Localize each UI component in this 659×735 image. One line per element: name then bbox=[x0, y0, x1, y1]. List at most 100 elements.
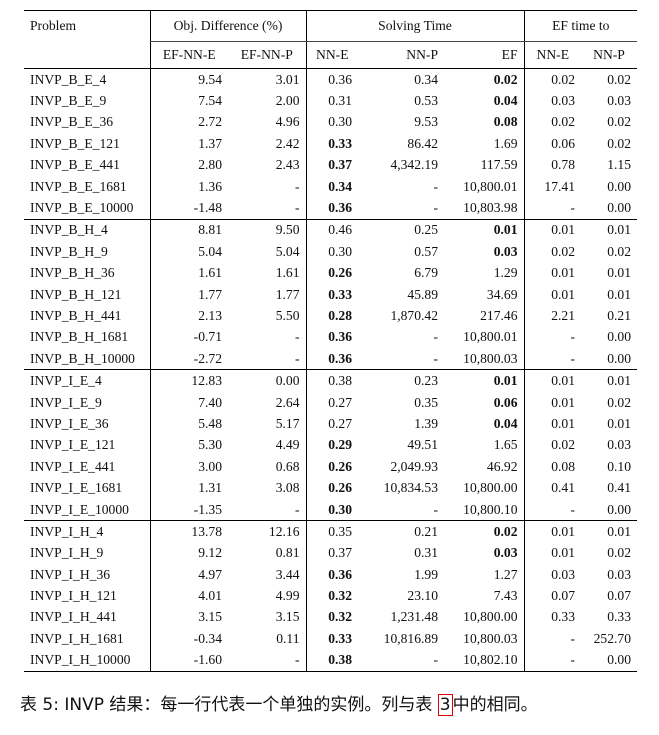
ef-to-nn-e-cell: - bbox=[523, 628, 582, 650]
ef-time-cell: 7.43 bbox=[493, 588, 518, 604]
nn-e-time-cell: 0.26 bbox=[305, 477, 359, 499]
problem-cell: INVP_I_E_9 bbox=[30, 394, 102, 410]
ef-to-nn-p-cell: 0.00 bbox=[607, 350, 632, 366]
header-problem: Problem bbox=[24, 10, 150, 42]
ef-nn-p-cell: 2.64 bbox=[275, 394, 300, 410]
table-row: INVP_I_H_121 4.01 4.99 0.32 23.10 7.43 0.07 0.0… bbox=[24, 585, 637, 607]
table-row: INVP_I_E_441 3.00 0.68 0.26 2,049.93 46.92 0.0… bbox=[24, 456, 637, 478]
best-time-value: 0.06 bbox=[493, 394, 518, 410]
ef-nn-p-cell: 3.01 bbox=[275, 71, 300, 87]
ef-nn-e-cell: 4.01 bbox=[149, 585, 228, 607]
ef-time-cell: 0.06 bbox=[444, 392, 524, 413]
caption-prefix: 表 5: INVP 结果：每一行代表一个单独的实例。列与表 bbox=[20, 695, 438, 715]
problem-cell: INVP_I_E_4 bbox=[24, 369, 150, 392]
ef-nn-e-cell: 3.15 bbox=[149, 606, 228, 629]
table-row: INVP_I_E_10000 -1.35-0.30-10,800.10-0.00 bbox=[24, 498, 637, 521]
nn-p-time-cell: - bbox=[433, 501, 439, 517]
ef-to-nn-e-cell: 0.02 bbox=[523, 241, 582, 263]
best-time-value: 0.26 bbox=[328, 458, 353, 474]
ef-to-nn-e-cell: 0.03 bbox=[523, 90, 582, 112]
problem-cell: INVP_B_H_1681 bbox=[30, 329, 129, 345]
ef-nn-p-cell: 0.81 bbox=[275, 545, 300, 561]
ef-to-nn-e-cell: 0.02 bbox=[523, 68, 582, 91]
ef-to-nn-e-cell: 2.21 bbox=[523, 305, 582, 327]
ef-time-cell: 0.08 bbox=[444, 112, 524, 133]
table-row: INVP_B_H_4 8.81 9.50 0.46 0.25 0.01 0.01 0.01 bbox=[24, 218, 638, 242]
ef-to-nn-p-cell: 0.00 bbox=[581, 649, 638, 672]
ef-time-cell: 10,800.03 bbox=[463, 630, 518, 646]
nn-e-time-cell: 0.29 bbox=[305, 434, 359, 457]
ef-nn-p-cell: 3.44 bbox=[275, 566, 300, 582]
caption-table-ref-link[interactable]: 3 bbox=[437, 694, 453, 716]
table-row: INVP_B_H_1681 -0.71-0.36-10,800.01-0.00 bbox=[24, 326, 637, 349]
nn-e-time-cell: 0.36 bbox=[305, 68, 359, 91]
table-row: INVP_I_H_36 4.97 3.44 0.36 1.99 1.27 0.03 0.03 bbox=[24, 563, 637, 586]
table-row: INVP_I_H_9 9.12 0.81 0.37 0.31 0.03 0.01 0.02 bbox=[24, 542, 637, 564]
ef-time-cell: 0.01 bbox=[444, 218, 525, 242]
table-row: INVP_B_E_121 1.37 2.42 0.33 86.42 1.69 0.06 0.0… bbox=[24, 133, 637, 155]
table-row: INVP_B_E_441 2.80 2.43 0.37 4,342.19 117.59 0.… bbox=[24, 154, 637, 176]
ef-nn-e-cell: 1.31 bbox=[149, 477, 228, 499]
problem-cell: INVP_I_E_36 bbox=[30, 415, 109, 431]
ef-time-cell: 1.29 bbox=[493, 265, 518, 281]
table-row: INVP_I_H_441 3.15 3.15 0.32 1,231.48 10,800.0… bbox=[24, 606, 637, 629]
ef-nn-e-cell: 7.40 bbox=[149, 391, 228, 414]
nn-p-time-cell: - bbox=[433, 178, 439, 194]
ef-nn-e-cell: 1.37 bbox=[149, 133, 228, 155]
ef-to-nn-e-cell: 0.33 bbox=[523, 606, 582, 629]
ef-nn-e-cell: 2.80 bbox=[149, 154, 228, 176]
ef-nn-e-cell: 1.61 bbox=[149, 262, 228, 284]
nn-p-time-cell: 45.89 bbox=[407, 286, 439, 302]
best-time-value: 0.04 bbox=[493, 415, 518, 431]
ef-to-nn-e-cell: 0.01 bbox=[523, 520, 582, 543]
nn-p-time-cell: 1,231.48 bbox=[390, 609, 439, 625]
ef-time-cell: 10,800.01 bbox=[463, 178, 518, 194]
nn-p-time-cell: 1,870.42 bbox=[390, 307, 439, 323]
ef-time-cell: 0.03 bbox=[444, 543, 524, 564]
best-time-value: 0.33 bbox=[328, 630, 353, 646]
nn-e-time-cell: 0.33 bbox=[305, 133, 359, 155]
ef-nn-p-cell: - bbox=[294, 200, 300, 216]
problem-cell: INVP_I_H_441 bbox=[30, 609, 117, 625]
ef-to-nn-p-cell: 0.00 bbox=[607, 329, 632, 345]
nn-e-time-cell: 0.36 bbox=[305, 563, 359, 586]
ef-nn-p-cell: 9.50 bbox=[228, 218, 307, 242]
ef-time-cell: 0.03 bbox=[444, 241, 524, 262]
best-time-value: 0.36 bbox=[328, 329, 353, 345]
ef-nn-p-cell: - bbox=[294, 329, 300, 345]
ef-to-nn-p-cell: 0.01 bbox=[607, 415, 632, 431]
table-row: INVP_B_H_121 1.77 1.77 0.33 45.89 34.69 0.01 0.… bbox=[24, 283, 637, 306]
best-time-value: 0.02 bbox=[493, 71, 518, 87]
ef-nn-p-cell: 4.96 bbox=[275, 114, 300, 130]
ef-to-nn-p-cell: 0.00 bbox=[607, 178, 632, 194]
ef-to-nn-e-cell: 0.08 bbox=[523, 456, 582, 478]
problem-cell: INVP_B_H_121 bbox=[30, 286, 122, 302]
table-row: INVP_B_H_10000 -2.72-0.36-10,800.03-0.00 bbox=[24, 348, 637, 370]
problem-cell: INVP_B_H_9 bbox=[30, 243, 108, 259]
problem-cell: INVP_I_H_36 bbox=[30, 566, 111, 582]
ef-to-nn-p-cell: 0.02 bbox=[607, 114, 632, 130]
ef-nn-e-cell: 7.54 bbox=[149, 90, 228, 112]
problem-cell: INVP_I_H_1681 bbox=[30, 630, 124, 646]
table-row: INVP_B_H_9 5.04 5.04 0.30 0.57 0.03 0.02 0.02 bbox=[24, 241, 637, 263]
best-time-value: 0.32 bbox=[328, 609, 353, 625]
ef-to-nn-e-cell: - bbox=[523, 649, 582, 672]
ef-time-cell: 0.01 bbox=[444, 369, 525, 392]
table-row: INVP_I_E_1681 1.31 3.08 0.26 10,834.53 10,800… bbox=[24, 477, 637, 499]
ef-to-nn-p-cell: 0.10 bbox=[607, 458, 632, 474]
ef-to-nn-e-cell: - bbox=[523, 197, 582, 220]
nn-e-time-cell: 0.26 bbox=[305, 262, 359, 284]
ef-time-cell: 10,800.03 bbox=[463, 350, 518, 366]
best-time-value: 0.02 bbox=[493, 523, 518, 539]
problem-cell: INVP_I_E_441 bbox=[30, 458, 116, 474]
ef-nn-p-cell: 1.77 bbox=[275, 286, 300, 302]
ef-time-cell: 217.46 bbox=[480, 307, 518, 323]
nn-p-time-cell: 49.51 bbox=[407, 437, 439, 453]
ef-nn-e-cell: 9.12 bbox=[149, 542, 228, 564]
ef-nn-e-cell: 3.00 bbox=[149, 456, 228, 478]
nn-e-time-cell: 0.36 bbox=[305, 197, 359, 220]
ef-time-cell: 0.02 bbox=[444, 520, 525, 543]
subheader-ef-nn-e: EF-NN-E bbox=[149, 41, 228, 69]
best-time-value: 0.33 bbox=[328, 135, 353, 151]
table-row: INVP_B_E_4 9.54 3.01 0.36 0.34 0.02 0.02 0.02 bbox=[24, 68, 637, 91]
